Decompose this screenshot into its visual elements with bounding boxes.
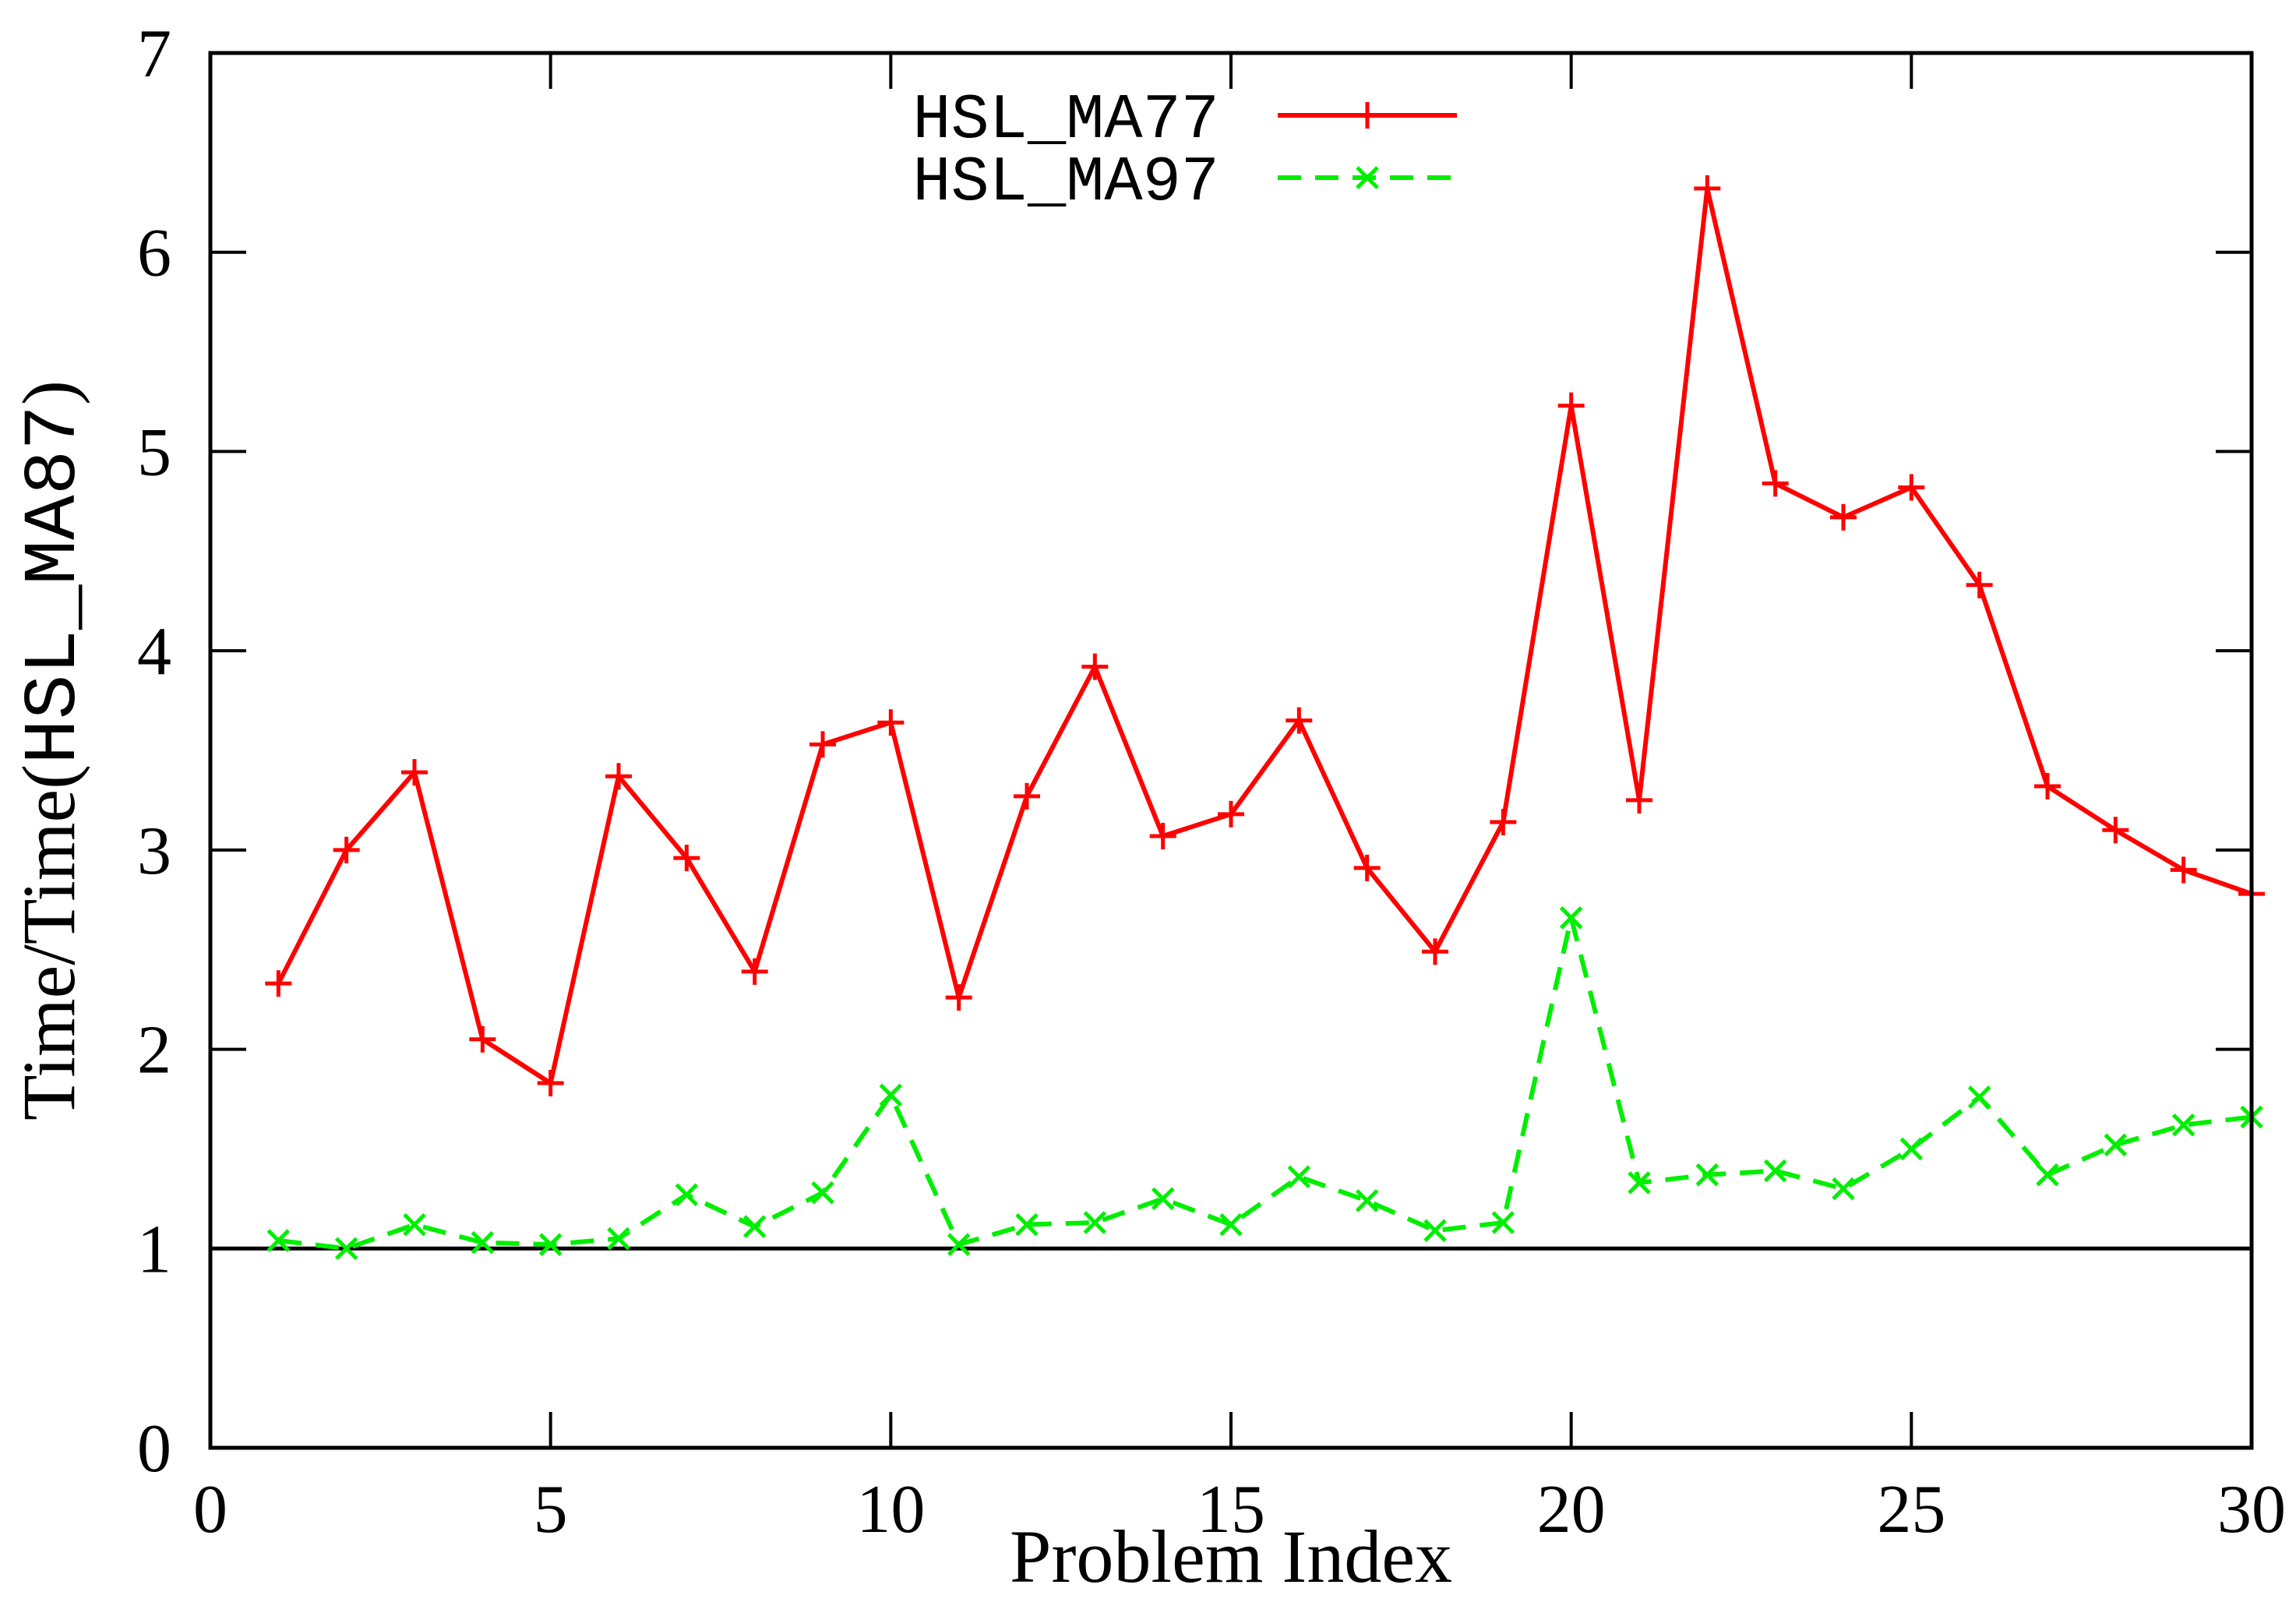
data-point [1830, 503, 1857, 531]
data-point [1490, 809, 1517, 836]
data-point [947, 1233, 971, 1256]
data-point [1149, 822, 1176, 849]
data-point [334, 1237, 358, 1261]
y-axis-label-prefix: Time/Time( [7, 764, 90, 1121]
x-tick-label: 15 [1197, 1472, 1265, 1548]
data-point [742, 1215, 767, 1238]
legend-label: HSL_MA97 [912, 146, 1219, 219]
data-point [741, 958, 768, 985]
legend-marker [1354, 102, 1381, 129]
data-point [2036, 1163, 2059, 1187]
legend-entry: HSL_MA77 [912, 84, 1457, 157]
y-tick-label: 2 [137, 1013, 171, 1089]
legend-entry: HSL_MA97 [912, 146, 1457, 219]
data-point [607, 1226, 630, 1251]
series-hsl_ma77 [265, 175, 2265, 1097]
legend-label: HSL_MA77 [912, 84, 1219, 157]
data-point [1695, 1163, 1719, 1187]
data-point [2102, 817, 2129, 844]
data-point [1422, 938, 1448, 965]
data-point [673, 845, 700, 872]
data-point [538, 1233, 563, 1256]
data-point [1219, 1212, 1243, 1237]
data-point [809, 731, 836, 758]
plot-frame [208, 51, 2254, 1450]
y-tick-label: 4 [137, 614, 171, 690]
data-point [1762, 470, 1789, 497]
data-point [266, 1229, 291, 1252]
data-point [879, 1083, 903, 1107]
series-line [276, 185, 2252, 1086]
data-point [333, 836, 360, 863]
data-point [401, 759, 428, 786]
data-point [675, 1183, 699, 1207]
data-point [469, 1025, 496, 1053]
data-point [2171, 1113, 2195, 1137]
data-point [2034, 773, 2061, 800]
x-axis-label: Problem Index [1010, 1515, 1452, 1598]
data-point [1423, 1219, 1447, 1243]
data-point [1628, 1171, 1651, 1195]
data-point [605, 763, 632, 790]
data-point [1355, 1189, 1379, 1212]
y-axis-label-code: HSL_MA87 [12, 405, 97, 764]
data-point [945, 984, 972, 1011]
data-point [1626, 786, 1652, 814]
data-point [1491, 1211, 1515, 1234]
data-point [1966, 571, 1993, 598]
data-point [1151, 1187, 1175, 1211]
y-tick-label: 6 [137, 216, 171, 291]
y-axis-label-suffix: ) [7, 380, 90, 405]
data-point [1286, 707, 1313, 734]
data-point [2170, 856, 2197, 884]
data-point [1559, 906, 1583, 930]
data-point [1967, 1085, 1991, 1109]
x-tick-label: 25 [1877, 1472, 1945, 1548]
series-hsl_ma97 [266, 906, 2263, 1261]
legend-marker [1356, 166, 1379, 189]
data-point [1014, 782, 1040, 810]
x-tick-label: 10 [856, 1472, 925, 1548]
tick-labels: 0 5 10 15 20 25 30 0 1 2 3 4 5 6 7 [137, 16, 2286, 1548]
y-tick-label: 7 [137, 16, 171, 92]
data-point [877, 709, 905, 736]
data-point [403, 1212, 426, 1237]
data-point [1899, 1137, 1924, 1161]
data-point [1015, 1212, 1039, 1237]
y-axis-label: Time/Time(HSL_MA87) [7, 380, 97, 1121]
data-point [1353, 854, 1381, 881]
y-tick-label: 0 [137, 1411, 171, 1487]
data-point [811, 1181, 834, 1205]
data-point [1694, 175, 1721, 202]
data-point [1287, 1165, 1311, 1188]
data-point [537, 1070, 564, 1097]
x-tick-label: 30 [2217, 1472, 2286, 1548]
axis-ticks [209, 51, 2253, 1449]
data-point [1218, 800, 1244, 828]
data-point [1083, 1211, 1107, 1234]
data-point [2104, 1133, 2128, 1157]
x-tick-label: 5 [534, 1472, 568, 1548]
data-point [471, 1230, 495, 1255]
data-point [1763, 1159, 1787, 1183]
data-point [1557, 392, 1585, 419]
data-point [1081, 653, 1109, 680]
y-tick-label: 1 [137, 1212, 171, 1287]
x-tick-label: 0 [193, 1472, 227, 1548]
series-group [265, 175, 2265, 1261]
data-point [1832, 1177, 1855, 1201]
data-point [1898, 474, 1925, 501]
x-tick-label: 20 [1537, 1472, 1606, 1548]
y-tick-label: 5 [137, 415, 171, 490]
data-point [265, 970, 292, 997]
y-tick-label: 3 [137, 814, 171, 889]
